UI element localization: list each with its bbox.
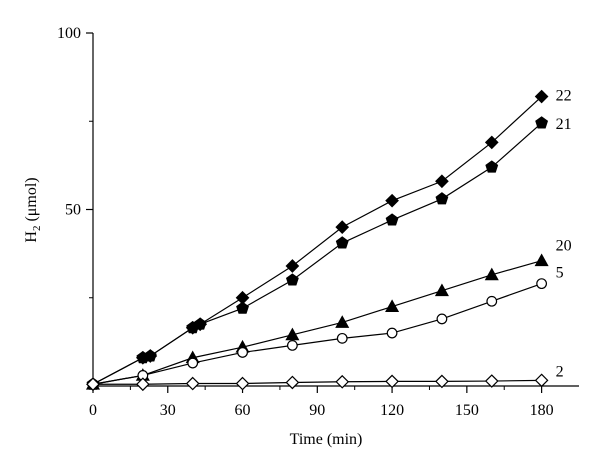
y-axis-title-subscript: 2: [31, 226, 43, 232]
marker-diamond-filled: [435, 174, 449, 189]
x-ticks: 0 30 60 90 120 150 180: [89, 386, 554, 419]
marker-circle-open: [286, 340, 298, 351]
marker-diamond-open: [385, 374, 399, 389]
marker-triangle-filled: [385, 299, 400, 312]
marker-pentagon-filled: [485, 160, 499, 173]
marker-pentagon-filled: [193, 317, 207, 330]
x-tick-label: 0: [89, 402, 97, 419]
series-line-22: [92, 96, 543, 385]
marker-pentagon-filled: [335, 236, 349, 249]
marker-diamond-open: [185, 376, 200, 391]
series-markers: [85, 89, 549, 392]
x-tick-label: 30: [160, 402, 176, 419]
marker-diamond-filled: [534, 89, 549, 104]
marker-circle-open: [536, 278, 548, 290]
marker-diamond-open: [86, 377, 100, 392]
marker-diamond-open: [335, 374, 350, 389]
marker-circle-open: [436, 313, 448, 325]
marker-pentagon-filled: [535, 116, 549, 129]
marker-triangle-filled: [285, 327, 300, 341]
marker-diamond-open: [135, 377, 150, 392]
marker-diamond-open: [285, 375, 300, 390]
marker-diamond-open: [235, 376, 250, 391]
y-axis-title-main: H: [23, 231, 40, 243]
marker-triangle-filled: [534, 253, 549, 267]
marker-pentagon-filled: [435, 192, 449, 205]
marker-circle-open: [187, 357, 199, 369]
series-labels: 22 21 20 5 2: [556, 88, 572, 381]
marker-circle-open: [486, 295, 498, 307]
marker-diamond-filled: [484, 135, 499, 150]
series-lines: [92, 96, 543, 385]
y-tick-label: 50: [65, 202, 81, 219]
axes: [92, 33, 579, 387]
marker-diamond-filled: [335, 220, 350, 234]
series-line-20: [92, 260, 542, 385]
series-label-5: 5: [556, 265, 564, 282]
marker-diamond-open: [484, 374, 499, 388]
x-tick-label: 60: [235, 402, 251, 419]
marker-circle-open: [336, 332, 348, 344]
marker-pentagon-filled: [143, 349, 157, 362]
series-label-22: 22: [556, 88, 572, 105]
series-label-20: 20: [556, 238, 572, 255]
series-label-21: 21: [556, 116, 572, 133]
y-axis-title-unit: (μmol): [23, 177, 40, 225]
marker-pentagon-filled: [236, 301, 249, 314]
marker-diamond-filled: [285, 259, 300, 273]
y-ticks: 50 100: [57, 25, 93, 299]
y-tick-label: 100: [57, 25, 81, 42]
marker-pentagon-filled: [385, 213, 399, 226]
marker-diamond-open: [435, 374, 449, 389]
y-axis-title: H2 (μmol): [23, 177, 43, 242]
series-label-2: 2: [556, 363, 564, 380]
x-tick-label: 120: [380, 402, 404, 419]
x-tick-label: 150: [455, 402, 479, 419]
marker-circle-open: [237, 347, 248, 358]
series-line-21: [92, 122, 543, 385]
series-line-5: [92, 283, 542, 385]
series-line-2: [93, 379, 542, 385]
marker-diamond-filled: [385, 193, 399, 208]
marker-diamond-open: [534, 373, 549, 388]
marker-pentagon-filled: [285, 273, 299, 286]
x-tick-label: 90: [309, 402, 325, 419]
marker-triangle-filled: [484, 267, 499, 281]
marker-triangle-filled: [434, 283, 449, 297]
marker-triangle-filled: [335, 315, 350, 328]
x-axis-title: Time (min): [290, 431, 363, 448]
x-tick-label: 180: [530, 402, 554, 419]
marker-circle-open: [386, 327, 398, 339]
